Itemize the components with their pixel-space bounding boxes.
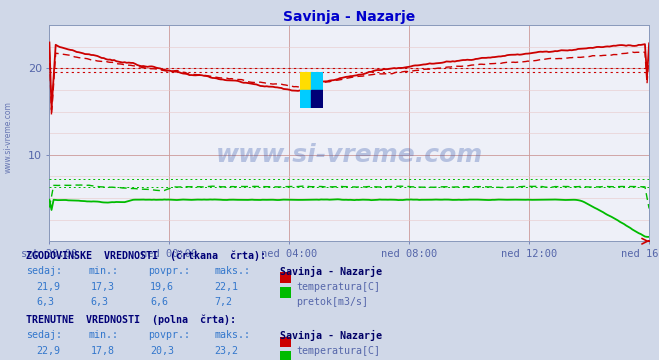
Text: 22,9: 22,9 — [36, 346, 60, 356]
Text: maks.:: maks.: — [214, 266, 250, 276]
Text: 21,9: 21,9 — [36, 282, 60, 292]
Text: pretok[m3/s]: pretok[m3/s] — [296, 297, 368, 307]
Bar — [300, 72, 312, 90]
Text: temperatura[C]: temperatura[C] — [296, 282, 380, 292]
Text: 20,3: 20,3 — [150, 346, 174, 356]
Text: temperatura[C]: temperatura[C] — [296, 346, 380, 356]
Text: www.si-vreme.com: www.si-vreme.com — [3, 101, 13, 173]
Text: Savinja - Nazarje: Savinja - Nazarje — [280, 266, 382, 277]
Text: 23,2: 23,2 — [214, 346, 238, 356]
Bar — [300, 90, 312, 108]
Text: povpr.:: povpr.: — [148, 266, 190, 276]
Text: www.si-vreme.com: www.si-vreme.com — [215, 143, 483, 167]
Text: Savinja - Nazarje: Savinja - Nazarje — [280, 330, 382, 341]
Bar — [312, 72, 323, 90]
Text: maks.:: maks.: — [214, 330, 250, 341]
Text: 6,6: 6,6 — [150, 297, 168, 307]
Bar — [312, 90, 323, 108]
Title: Savinja - Nazarje: Savinja - Nazarje — [283, 10, 415, 24]
Text: min.:: min.: — [89, 330, 119, 341]
Text: 7,2: 7,2 — [214, 297, 232, 307]
Text: min.:: min.: — [89, 266, 119, 276]
Text: TRENUTNE  VREDNOSTI  (polna  črta):: TRENUTNE VREDNOSTI (polna črta): — [26, 315, 237, 325]
Text: povpr.:: povpr.: — [148, 330, 190, 341]
Text: sedaj:: sedaj: — [26, 330, 63, 341]
Text: 6,3: 6,3 — [90, 297, 108, 307]
Text: 17,3: 17,3 — [90, 282, 114, 292]
Text: 22,1: 22,1 — [214, 282, 238, 292]
Text: ZGODOVINSKE  VREDNOSTI  (črtkana  črta):: ZGODOVINSKE VREDNOSTI (črtkana črta): — [26, 250, 266, 261]
Text: 6,3: 6,3 — [36, 297, 54, 307]
Text: 19,6: 19,6 — [150, 282, 174, 292]
Text: 17,8: 17,8 — [90, 346, 114, 356]
Text: sedaj:: sedaj: — [26, 266, 63, 276]
